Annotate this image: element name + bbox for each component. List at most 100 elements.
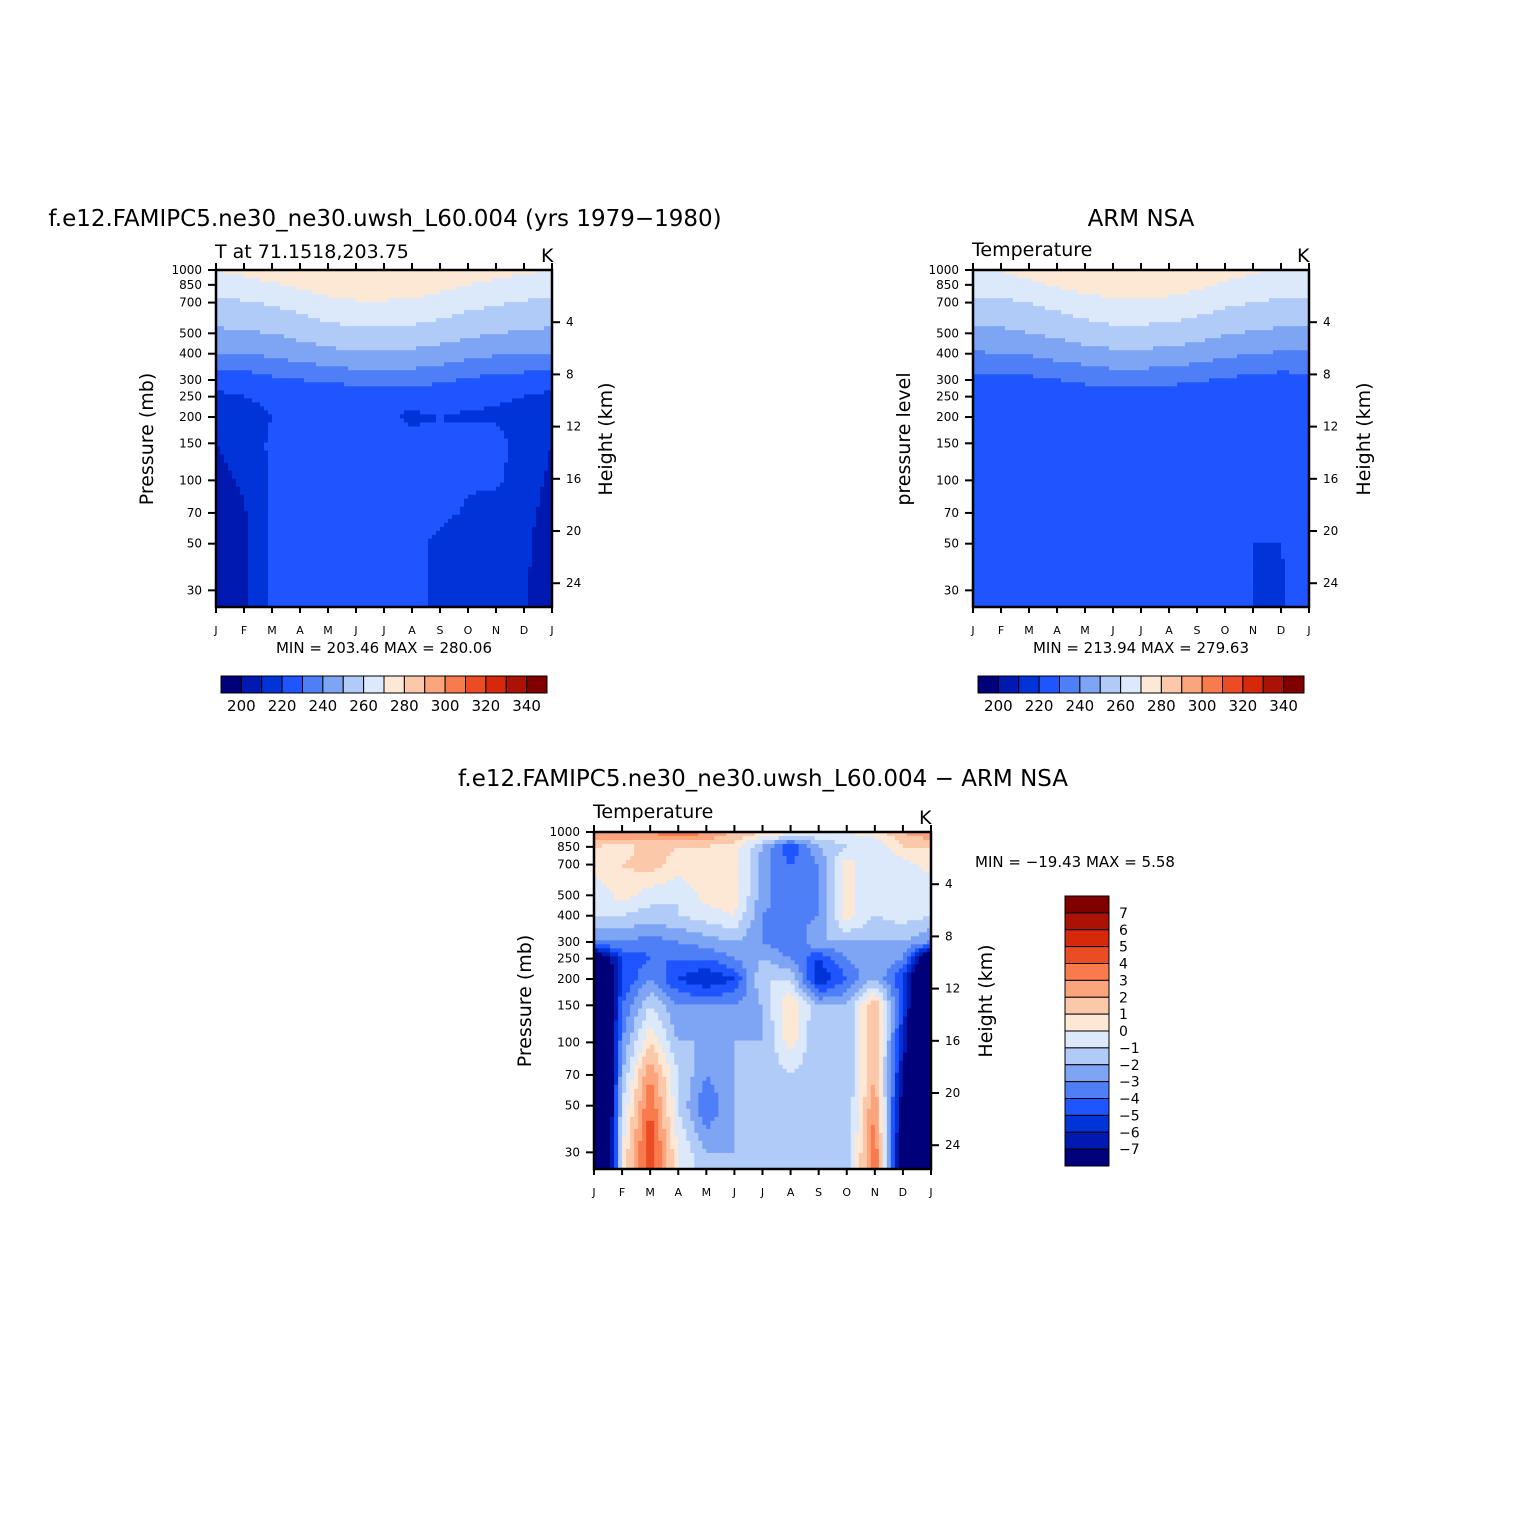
field-cell	[408, 498, 413, 504]
field-cell	[500, 474, 505, 480]
field-cell	[336, 382, 341, 387]
field-cell	[428, 442, 433, 448]
field-cell	[544, 502, 549, 508]
field-cell	[488, 310, 493, 315]
field-cell	[428, 426, 433, 432]
field-cell	[508, 446, 513, 452]
field-cell	[324, 494, 329, 500]
field-cell	[396, 330, 401, 335]
field-cell	[380, 390, 385, 395]
field-cell	[516, 362, 521, 367]
field-cell	[356, 330, 361, 335]
field-cell	[220, 470, 225, 476]
field-cell	[380, 298, 385, 303]
field-cell	[332, 278, 337, 283]
field-cell	[504, 342, 509, 347]
field-cell	[388, 414, 393, 420]
field-cell	[332, 398, 337, 403]
field-cell	[512, 434, 517, 440]
field-cell	[460, 350, 465, 355]
field-cell	[452, 494, 457, 500]
field-cell	[460, 418, 465, 424]
field-cell	[540, 426, 545, 432]
field-cell	[368, 378, 373, 383]
field-cell	[504, 394, 509, 399]
field-cell	[508, 502, 513, 508]
field-cell	[316, 494, 321, 500]
field-cell	[472, 410, 477, 416]
field-cell	[320, 374, 325, 379]
field-cell	[228, 418, 233, 424]
field-cell	[280, 386, 285, 391]
field-cell	[256, 366, 261, 371]
field-cell	[300, 462, 305, 468]
field-cell	[400, 318, 405, 323]
field-cell	[420, 386, 425, 391]
field-cell	[304, 438, 309, 444]
field-cell	[284, 342, 289, 347]
field-cell	[524, 390, 529, 395]
field-cell	[272, 438, 277, 444]
field-cell	[488, 366, 493, 371]
field-cell	[460, 322, 465, 327]
field-cell	[220, 426, 225, 432]
field-cell	[496, 374, 501, 379]
field-cell	[252, 446, 257, 452]
field-cell	[520, 434, 525, 440]
field-cell	[448, 346, 453, 351]
field-cell	[316, 290, 321, 295]
field-cell	[300, 422, 305, 428]
field-cell	[240, 350, 245, 355]
field-cell	[292, 454, 297, 460]
field-cell	[284, 462, 289, 468]
field-cell	[456, 290, 461, 295]
field-cell	[520, 406, 525, 412]
field-cell	[436, 406, 441, 412]
field-cell	[344, 466, 349, 472]
field-cell	[468, 378, 473, 383]
field-cell	[368, 454, 373, 460]
field-cell	[532, 278, 537, 283]
field-cell	[544, 326, 549, 331]
field-cell	[344, 490, 349, 496]
field-cell	[240, 274, 245, 279]
field-cell	[356, 498, 361, 504]
field-cell	[540, 350, 545, 355]
field-cell	[348, 426, 353, 432]
field-cell	[344, 422, 349, 428]
field-cell	[248, 486, 253, 492]
field-cell	[368, 350, 373, 355]
field-cell	[436, 386, 441, 391]
field-cell	[440, 442, 445, 448]
field-cell	[236, 446, 241, 452]
field-cell	[240, 506, 245, 512]
field-cell	[404, 322, 409, 327]
field-cell	[416, 346, 421, 351]
field-cell	[256, 358, 261, 363]
field-cell	[416, 438, 421, 444]
field-cell	[300, 394, 305, 399]
field-cell	[376, 462, 381, 468]
field-cell	[492, 346, 497, 351]
field-cell	[464, 334, 469, 339]
field-cell	[224, 294, 229, 299]
field-cell	[348, 414, 353, 420]
field-cell	[328, 490, 333, 496]
field-cell	[228, 454, 233, 460]
field-cell	[340, 378, 345, 383]
field-cell	[272, 378, 277, 383]
field-cell	[440, 274, 445, 279]
field-cell	[384, 302, 389, 307]
field-cell	[464, 350, 469, 355]
field-cell	[436, 398, 441, 403]
field-cell	[360, 346, 365, 351]
field-cell	[232, 378, 237, 383]
field-cell	[348, 306, 353, 311]
field-cell	[520, 390, 525, 395]
field-cell	[536, 310, 541, 315]
field-cell	[456, 442, 461, 448]
field-cell	[316, 410, 321, 416]
field-cell	[296, 394, 301, 399]
field-cell	[460, 402, 465, 407]
field-cell	[496, 326, 501, 331]
